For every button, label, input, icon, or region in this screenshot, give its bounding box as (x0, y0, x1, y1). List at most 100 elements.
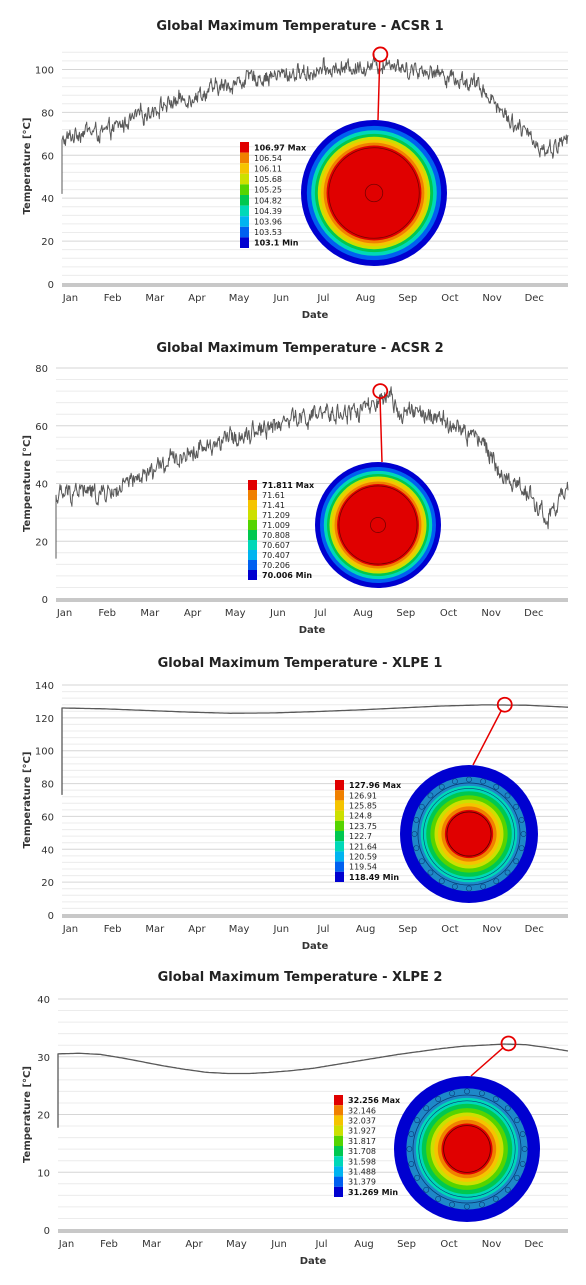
armour-wire (479, 1201, 485, 1208)
armour-wire (518, 816, 525, 823)
legend-label: 31.708 (348, 1147, 376, 1156)
armour-wire (438, 878, 445, 885)
x-tick-label: Oct (441, 293, 458, 304)
legend-swatch (240, 142, 249, 153)
legend-label: 32.256 Max (348, 1096, 401, 1105)
x-tick-label: Jun (270, 1239, 287, 1250)
x-tick-label: Nov (481, 608, 501, 619)
legend-label: 32.146 (348, 1106, 376, 1115)
legend-label: 106.97 Max (254, 143, 307, 152)
legend-label: 70.206 (262, 561, 290, 570)
x-tick-label: Dec (525, 924, 544, 935)
y-axis-label: Temperature [°C] (22, 1066, 33, 1163)
armour-wire (435, 1196, 442, 1202)
x-tick-label: Aug (356, 293, 376, 304)
legend-label: 122.7 (349, 832, 372, 841)
legend-label: 119.54 (349, 863, 377, 872)
x-tick-label: Jul (316, 293, 329, 304)
armour-wire (504, 869, 511, 876)
y-tick-label: 10 (37, 1168, 50, 1179)
legend-swatch (248, 520, 257, 530)
y-tick-label: 30 (37, 1053, 50, 1064)
armour-wire (504, 1105, 511, 1112)
legend-label: 120.59 (349, 853, 377, 862)
legend-swatch (335, 810, 344, 821)
legend-swatch (240, 226, 249, 238)
legend-swatch (248, 500, 257, 510)
legend-label: 124.8 (349, 812, 372, 821)
y-tick-label: 20 (35, 537, 48, 548)
chart-svg: Global Maximum Temperature - XLPE 2 0 10 20… (22, 970, 569, 1267)
legend-swatch (240, 237, 249, 248)
legend-label: 31.598 (348, 1157, 376, 1166)
x-tick-label: Sep (397, 1239, 416, 1250)
legend-swatch (240, 152, 249, 164)
armour-wire (466, 776, 472, 783)
legend-swatch (335, 790, 344, 801)
series-line (57, 1043, 569, 1128)
legend-swatch (248, 550, 257, 560)
pointer-line (470, 1047, 504, 1077)
x-tick-label: Sep (396, 608, 415, 619)
x-tick-label: Mar (145, 924, 165, 935)
legend-swatch (335, 780, 344, 791)
legend-swatch (334, 1156, 343, 1167)
legend-swatch (248, 560, 257, 570)
armour-wire (479, 1090, 485, 1097)
x-tick-label: Dec (524, 1239, 543, 1250)
x-axis-label: Date (299, 625, 326, 636)
armour-wire (427, 869, 434, 876)
x-tick-label: Apr (188, 924, 206, 935)
legend-swatch (240, 205, 249, 217)
x-axis-label: Date (302, 310, 329, 320)
armour-wire (504, 792, 511, 799)
armour-wire (521, 1146, 528, 1152)
y-tick-label: 20 (41, 878, 54, 889)
legend-label: 71.61 (262, 491, 285, 500)
armour-wire (466, 885, 472, 892)
series-line (55, 386, 569, 559)
armour-wire (406, 1146, 413, 1152)
legend-label: 31.817 (348, 1137, 376, 1146)
legend-swatch (240, 184, 249, 195)
series-line (61, 704, 569, 795)
temperature-band (326, 145, 422, 241)
legend-swatch (248, 570, 257, 580)
legend-label: 70.006 Min (262, 571, 312, 580)
x-tick-label: Jul (314, 1239, 327, 1250)
armour-wire (514, 1174, 520, 1181)
x-tick-label: Aug (354, 1239, 374, 1250)
y-tick-label: 60 (41, 812, 54, 823)
legend-swatch (335, 851, 344, 862)
insulation-ring (423, 788, 515, 880)
temperature-band (337, 484, 419, 566)
legend-label: 105.25 (254, 186, 282, 195)
armour-wire (480, 778, 487, 785)
legend-label: 70.407 (262, 551, 290, 560)
y-tick-label: 40 (35, 480, 48, 491)
x-tick-label: Nov (482, 1239, 502, 1250)
core-wire-outline (364, 183, 384, 203)
armour-wire (518, 845, 525, 852)
x-tick-label: Sep (398, 293, 417, 304)
legend-swatch (334, 1176, 343, 1187)
y-tick-label: 120 (35, 714, 54, 725)
y-tick-label: 80 (35, 364, 48, 375)
legend-label: 70.607 (262, 541, 290, 550)
y-tick-label: 40 (41, 194, 54, 205)
x-tick-label: Mar (140, 608, 160, 619)
armour-wire (408, 1161, 415, 1167)
armour-wire (414, 1117, 420, 1124)
x-tick-label: Jan (62, 293, 78, 304)
legend-swatch (248, 490, 257, 500)
chart-svg: Global Maximum Temperature - XLPE 1 0 20 40… (22, 656, 569, 952)
conductor-outline (328, 147, 420, 239)
armour-wire (408, 1131, 415, 1137)
legend-swatch (334, 1105, 343, 1116)
x-tick-label: May (229, 924, 250, 935)
x-tick-label: Aug (356, 924, 376, 935)
x-tick-label: Jan (62, 924, 78, 935)
x-tick-label: Apr (185, 1239, 203, 1250)
legend-swatch (334, 1125, 343, 1136)
legend-label: 71.209 (262, 511, 290, 520)
